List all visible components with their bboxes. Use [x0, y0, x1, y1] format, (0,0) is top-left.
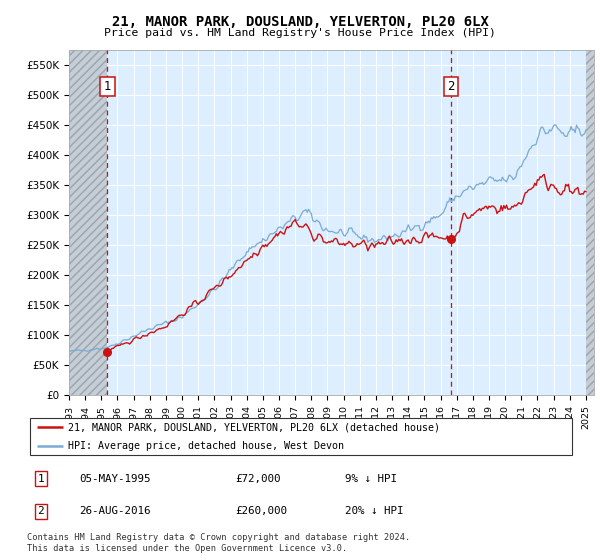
- Text: 9% ↓ HPI: 9% ↓ HPI: [346, 474, 397, 484]
- Text: £260,000: £260,000: [236, 506, 287, 516]
- Text: 05-MAY-1995: 05-MAY-1995: [79, 474, 151, 484]
- Text: 1: 1: [37, 474, 44, 484]
- Text: 26-AUG-2016: 26-AUG-2016: [79, 506, 151, 516]
- Text: 2: 2: [37, 506, 44, 516]
- Text: 1: 1: [104, 80, 111, 93]
- Text: 2: 2: [447, 80, 455, 93]
- Text: 21, MANOR PARK, DOUSLAND, YELVERTON, PL20 6LX: 21, MANOR PARK, DOUSLAND, YELVERTON, PL2…: [112, 15, 488, 29]
- Text: 21, MANOR PARK, DOUSLAND, YELVERTON, PL20 6LX (detached house): 21, MANOR PARK, DOUSLAND, YELVERTON, PL2…: [68, 422, 440, 432]
- Text: Price paid vs. HM Land Registry's House Price Index (HPI): Price paid vs. HM Land Registry's House …: [104, 28, 496, 38]
- Text: £72,000: £72,000: [236, 474, 281, 484]
- Text: Contains HM Land Registry data © Crown copyright and database right 2024.
This d: Contains HM Land Registry data © Crown c…: [27, 533, 410, 553]
- FancyBboxPatch shape: [30, 418, 572, 455]
- Text: 20% ↓ HPI: 20% ↓ HPI: [346, 506, 404, 516]
- Text: HPI: Average price, detached house, West Devon: HPI: Average price, detached house, West…: [68, 441, 344, 451]
